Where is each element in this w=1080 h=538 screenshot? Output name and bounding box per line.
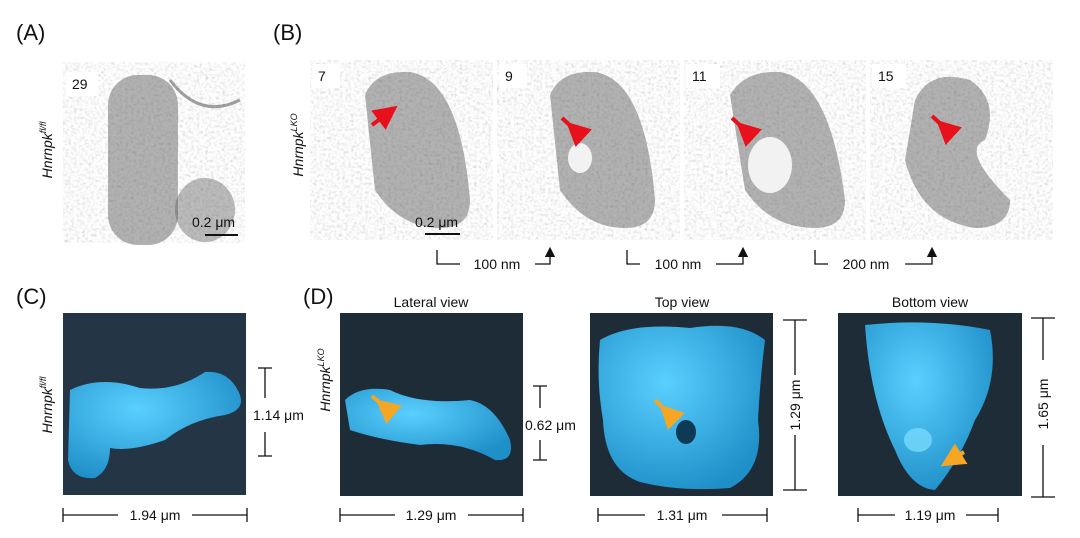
frame-number: 7 [318, 68, 326, 84]
height-label: 1.65 μm [1035, 379, 1051, 430]
dimension-bar [258, 367, 272, 457]
width-label: 1.29 μm [406, 507, 457, 523]
spacing-bracket [436, 250, 932, 265]
scale-bar-label: 0.2 μm [192, 214, 235, 230]
gene: Hnrnpk [317, 365, 333, 411]
dimension-bar [1031, 317, 1055, 498]
view-title: Bottom view [892, 294, 969, 310]
allele: fl/fl [38, 121, 48, 134]
genotype: Hnrnpkfl/fl [38, 121, 55, 179]
gene: Hnrnpk [39, 132, 55, 178]
em-image [683, 59, 867, 241]
spacing-label: 100 nm [474, 256, 521, 272]
frame-number: 9 [505, 68, 513, 84]
genotype: Hnrnpkfl/fl [38, 376, 55, 434]
frame-number: 11 [692, 68, 707, 84]
panel-label: (A) [16, 20, 45, 45]
em-image [496, 59, 681, 241]
em-image [869, 59, 1054, 241]
width-label: 1.19 μm [905, 507, 956, 523]
dimension-bar [597, 508, 768, 522]
panel-label: (B) [273, 20, 302, 45]
width-label: 1.94 μm [130, 507, 181, 523]
scale-bar-label: 0.2 μm [415, 214, 458, 230]
genotype: HnrnpkLKO [289, 113, 306, 176]
height-label: 1.14 μm [253, 407, 304, 423]
panel-label: (C) [16, 284, 47, 309]
panel-label: (D) [303, 284, 334, 309]
dimension-bar [62, 508, 248, 522]
dimension-bar [339, 508, 524, 522]
height-label: 1.29 μm [787, 380, 803, 431]
width-label: 1.31 μm [657, 507, 708, 523]
dimension-bar [783, 319, 807, 491]
dimension-bar [533, 385, 547, 461]
render-image [838, 313, 1022, 496]
allele: LKO [316, 348, 326, 366]
gene: Hnrnpk [290, 130, 306, 176]
render-image [340, 313, 523, 496]
render-image [590, 313, 773, 496]
height-label: 0.62 μm [525, 417, 576, 433]
allele: LKO [289, 113, 299, 131]
gene: Hnrnpk [39, 387, 55, 433]
spacing-label: 100 nm [655, 256, 702, 272]
em-image [309, 59, 494, 241]
frame-number: 29 [72, 76, 88, 92]
em-image [62, 61, 246, 245]
render-image [63, 313, 246, 495]
view-title: Lateral view [394, 294, 470, 310]
view-title: Top view [655, 294, 710, 310]
genotype: HnrnpkLKO [316, 348, 333, 411]
allele: fl/fl [38, 376, 48, 389]
dimension-bar [857, 508, 999, 522]
frame-number: 15 [878, 68, 894, 84]
spacing-label: 200 nm [843, 256, 890, 272]
